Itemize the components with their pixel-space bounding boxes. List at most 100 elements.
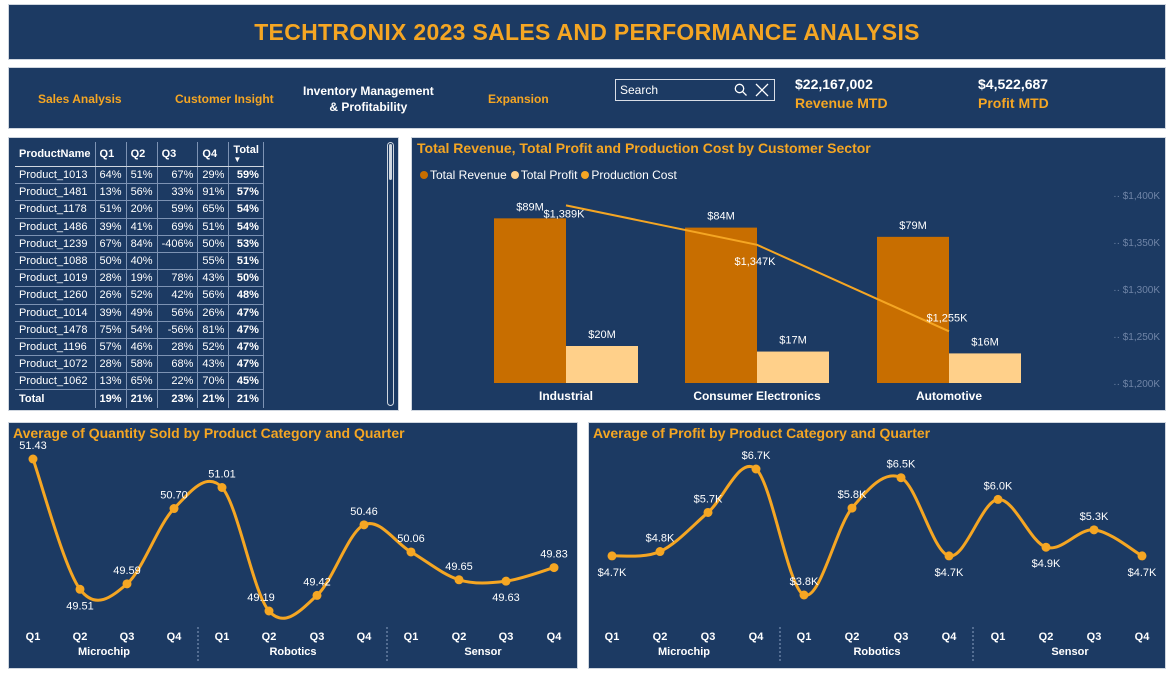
secondary-axis-tick-label: ·· $1,300K [1113, 285, 1160, 296]
data-label: $5.3K [1080, 511, 1109, 523]
x-axis-tick-label: Q4 [942, 631, 958, 643]
nav-inventory-button[interactable]: Inventory Management & Profitability [303, 83, 434, 115]
quarter-cell: 28% [95, 269, 127, 288]
revenue-data-label: $89M [516, 201, 544, 213]
table-row[interactable]: Product_1196 57% 46% 28% 52% 47% [15, 338, 264, 357]
data-point [1137, 551, 1147, 561]
column-header-q1[interactable]: Q1 [95, 142, 127, 167]
x-axis-tick-label: Q2 [262, 631, 277, 643]
legend-swatch-profit [510, 171, 519, 179]
x-axis-group-label: Robotics [269, 646, 316, 658]
profit-bar [566, 346, 638, 383]
data-point [122, 579, 132, 589]
quarter-cell: 19% [126, 269, 158, 288]
table-row[interactable]: Product_1072 28% 58% 68% 43% 47% [15, 355, 264, 374]
total-cell: 54% [228, 218, 264, 236]
table-row[interactable]: Product_1481 13% 56% 33% 91% 57% [15, 183, 264, 202]
data-label: 50.46 [350, 506, 378, 518]
close-icon[interactable] [753, 81, 771, 99]
table-row[interactable]: Product_1088 50% 40% 55% 51% [15, 252, 264, 271]
table-row[interactable]: Product_1478 75% 54% -56% 81% 47% [15, 321, 264, 339]
quarter-cell: 56% [157, 304, 199, 322]
quarter-cell: 43% [197, 355, 230, 374]
total-row-label: Total [15, 389, 96, 409]
total-cell: 51% [228, 252, 264, 271]
profit-kpi-label: Profit MTD [978, 95, 1049, 111]
legend-item-profit[interactable]: Total Profit [510, 168, 578, 182]
data-label: 49.83 [540, 549, 568, 561]
total-cell: 57% [228, 183, 264, 202]
table-row[interactable]: Product_1014 39% 49% 56% 26% 47% [15, 304, 264, 322]
data-label: $6.5K [887, 459, 916, 471]
table-row[interactable]: Product_1260 26% 52% 42% 56% 48% [15, 286, 264, 305]
table-row[interactable]: Product_1178 51% 20% 59% 65% 54% [15, 200, 264, 219]
column-header-total[interactable]: Total ▼ [228, 142, 264, 167]
table-scroll-thumb[interactable] [389, 144, 392, 180]
total-cell: 50% [228, 269, 264, 288]
table-row[interactable]: Product_1239 67% 84% -406% 50% 53% [15, 235, 264, 253]
series-line [611, 465, 1143, 597]
column-header-q4[interactable]: Q4 [197, 142, 230, 167]
x-axis-tick-label: Q3 [310, 631, 325, 643]
data-point [993, 494, 1003, 504]
legend-label-revenue: Total Revenue [430, 168, 507, 182]
product-quarter-table-panel: ProductName Q1 Q2 Q3 Q4 Total ▼ Product_1013 64… [8, 137, 399, 411]
total-row-cell: 23% [157, 389, 199, 409]
search-icon[interactable] [733, 82, 749, 98]
table-row[interactable]: Product_1013 64% 51% 67% 29% 59% [15, 166, 264, 185]
product-name-cell: Product_1481 [15, 183, 96, 202]
quarter-cell: 91% [197, 183, 230, 202]
quarter-cell: 50% [197, 235, 230, 253]
data-point [406, 547, 416, 557]
search-input[interactable] [616, 82, 733, 98]
quarter-cell: 75% [95, 321, 127, 339]
category-axis-label: Consumer Electronics [693, 389, 821, 403]
quarter-cell: 64% [95, 166, 127, 185]
legend-item-revenue[interactable]: Total Revenue [420, 168, 507, 182]
quarter-cell: 52% [197, 338, 230, 357]
product-name-cell: Product_1019 [15, 269, 96, 288]
revenue-kpi-label: Revenue MTD [795, 95, 888, 111]
x-axis-tick-label: Q1 [991, 631, 1006, 643]
data-label: 50.70 [160, 490, 188, 502]
secondary-axis-tick-label: ·· $1,400K [1113, 191, 1160, 202]
x-axis-tick-label: Q2 [1039, 631, 1054, 643]
column-header-q2[interactable]: Q2 [126, 142, 158, 167]
total-cell: 48% [228, 286, 264, 305]
data-point [607, 551, 617, 561]
data-point [799, 590, 809, 600]
quarter-cell: 56% [126, 183, 158, 202]
x-axis-tick-label: Q2 [452, 631, 467, 643]
secondary-axis-tick-label: ·· $1,200K [1113, 379, 1160, 390]
table-row[interactable]: Product_1486 39% 41% 69% 51% 54% [15, 218, 264, 236]
table-row[interactable]: Product_1019 28% 19% 78% 43% 50% [15, 269, 264, 288]
table-row[interactable]: Product_1062 13% 65% 22% 70% 45% [15, 372, 264, 391]
nav-expansion-button[interactable]: Expansion [488, 92, 549, 106]
product-name-cell: Product_1072 [15, 355, 96, 374]
data-point [847, 503, 857, 513]
quarter-cell: 41% [126, 218, 158, 236]
column-header-productname[interactable]: ProductName [15, 142, 96, 167]
nav-sales-analysis-button[interactable]: Sales Analysis [38, 92, 122, 106]
search-box [615, 79, 775, 101]
x-axis-group-label: Sensor [1051, 646, 1089, 658]
x-axis-group-label: Sensor [464, 646, 502, 658]
nav-inventory-label-line1: Inventory Management [303, 84, 434, 98]
secondary-axis-tick-label: ·· $1,250K [1113, 332, 1160, 343]
total-row-cell: 21% [228, 389, 264, 409]
legend-label-profit: Total Profit [520, 168, 578, 182]
quarter-cell: 51% [95, 200, 127, 219]
quarter-cell: 54% [126, 321, 158, 339]
table-scrollbar[interactable] [387, 142, 394, 406]
sort-desc-icon: ▼ [233, 154, 242, 164]
profit-kpi-value: $4,522,687 [978, 76, 1049, 92]
quarter-cell: 26% [197, 304, 230, 322]
quarter-cell: 58% [126, 355, 158, 374]
column-header-q3[interactable]: Q3 [157, 142, 199, 167]
legend-item-cost[interactable]: Production Cost [581, 168, 677, 182]
data-point [28, 454, 38, 464]
production-cost-data-label: $1,255K [927, 312, 969, 324]
nav-customer-insight-button[interactable]: Customer Insight [175, 92, 274, 106]
total-cell: 59% [228, 166, 264, 185]
quarter-cell: 55% [197, 252, 230, 271]
